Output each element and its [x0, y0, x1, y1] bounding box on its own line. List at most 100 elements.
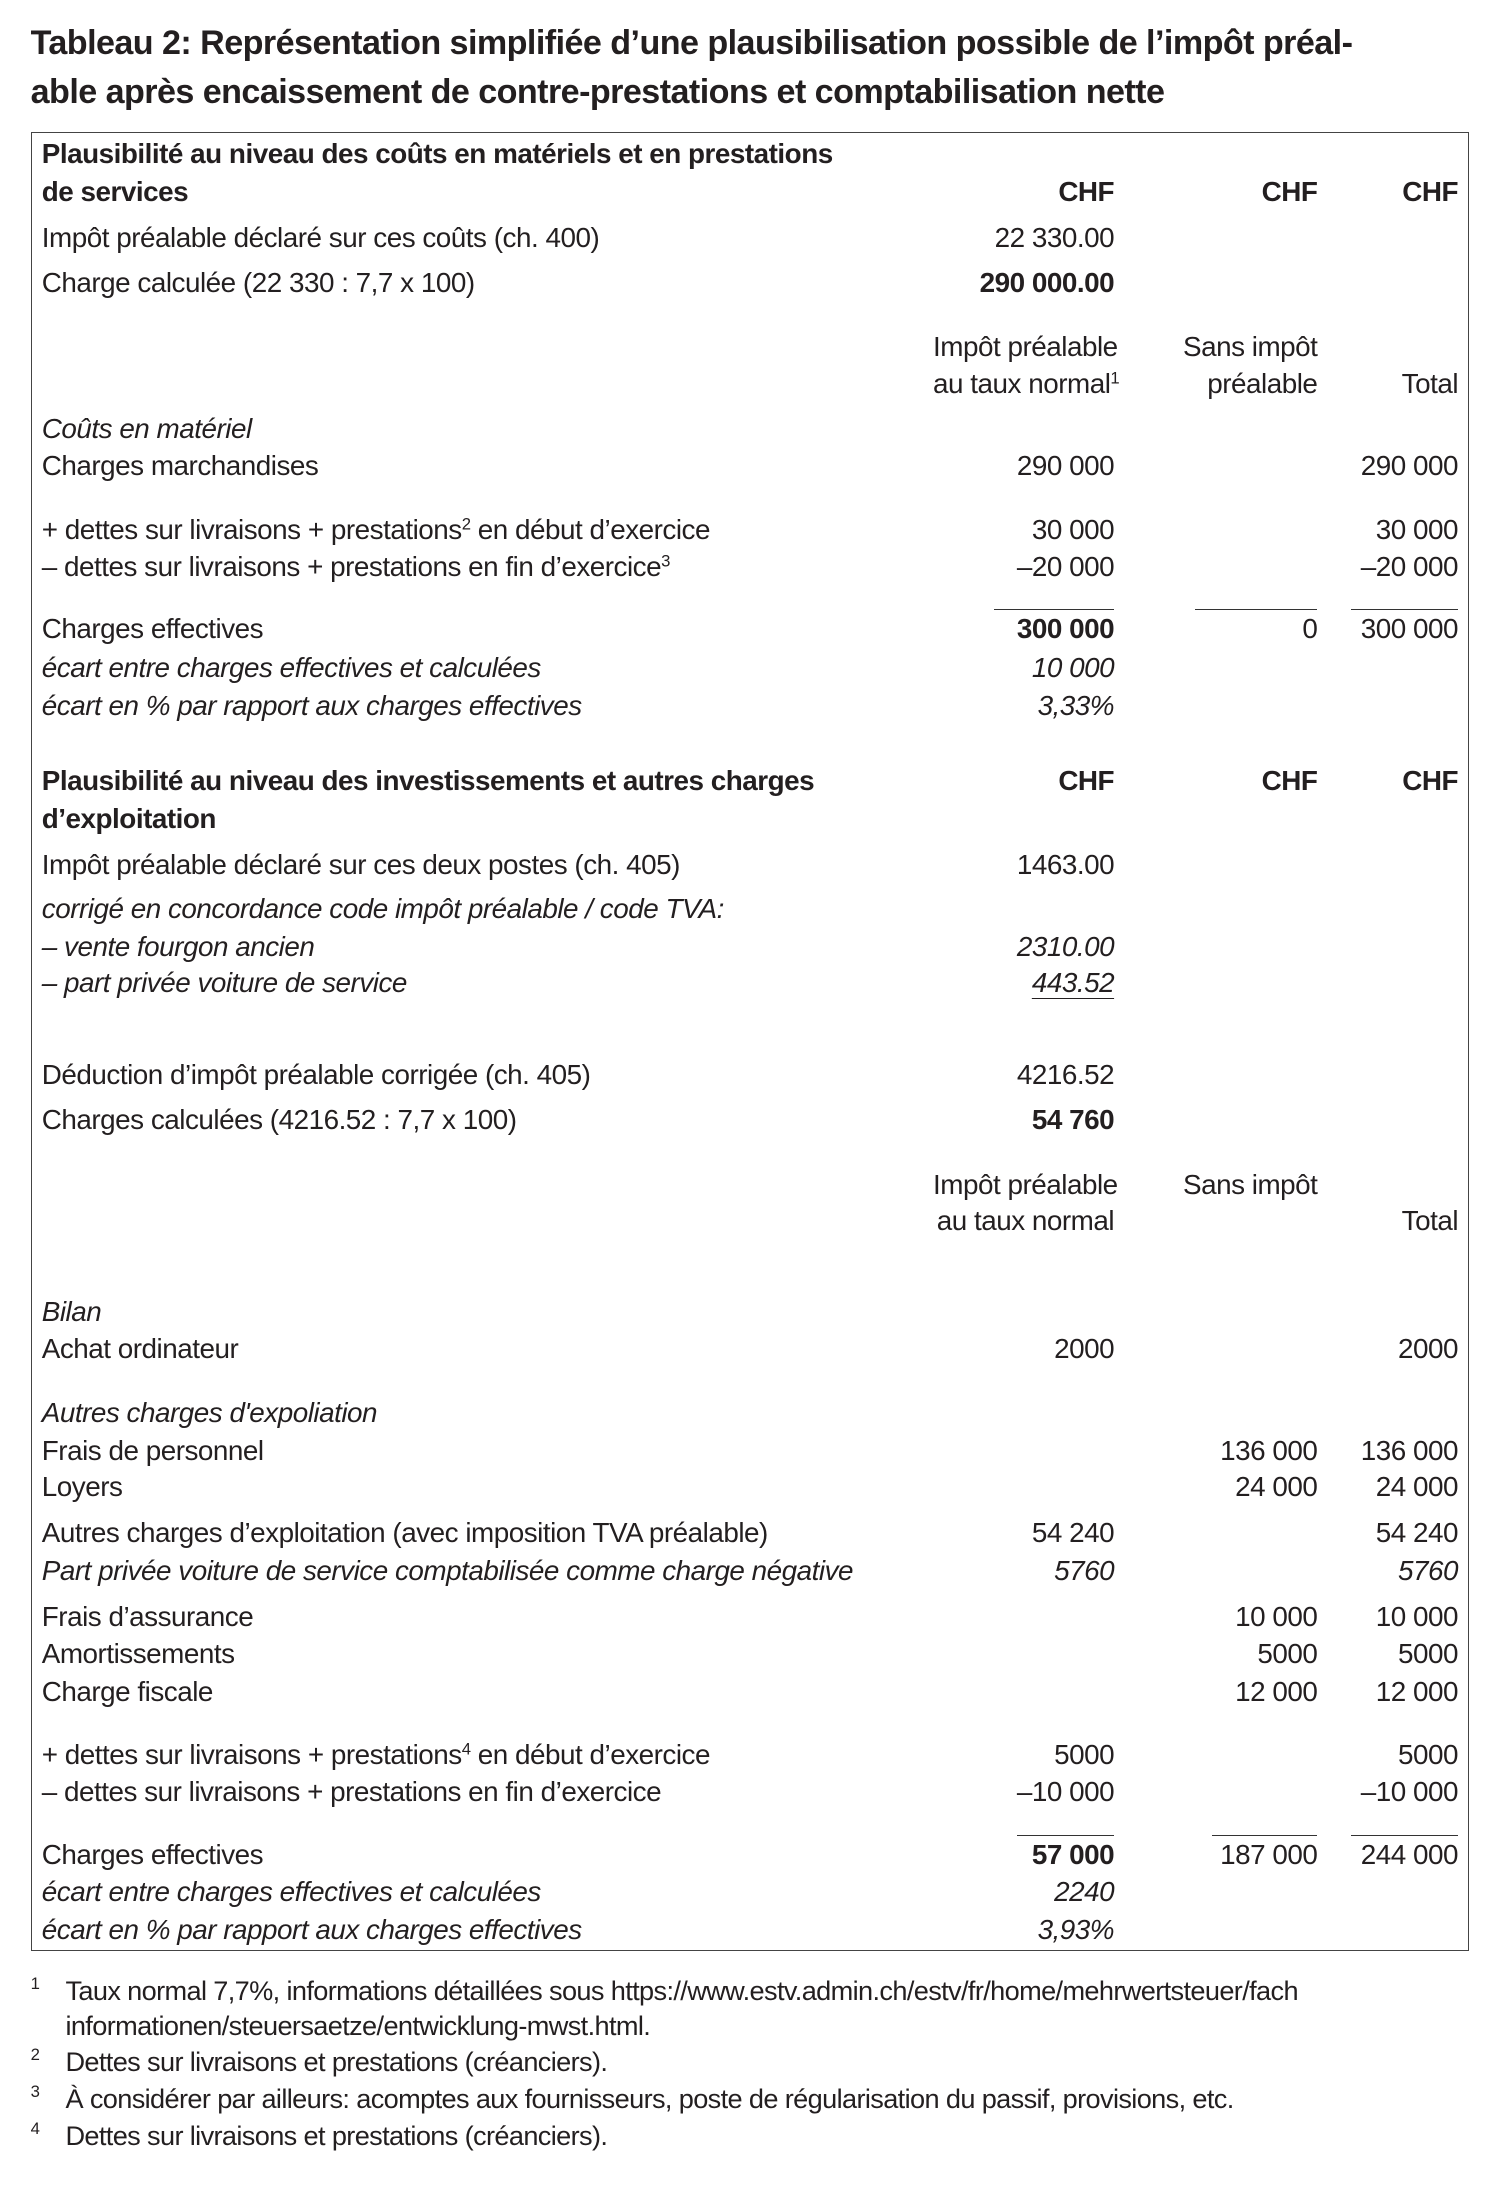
row-label: Impôt préalable déclaré sur ces deux pos… [42, 847, 681, 883]
row-label-text: Frais d’assurance [41, 1600, 254, 1632]
row-label-text: corrigé en concordance code impôt préala… [41, 893, 725, 925]
table-row: d’exploitation [0, 801, 1504, 837]
row-label-text: Charge calculée (22 330 : 7,7 x 100) [41, 266, 475, 298]
row-label: + dettes sur livraisons + prestations4 e… [42, 1737, 711, 1773]
cell-value: 290 000 [1016, 450, 1115, 482]
table-title: Tableau 2: Représentation simplifiée d’u… [31, 19, 1353, 116]
cell-value: 12 000 [1235, 1675, 1318, 1707]
row-label: écart entre charges effectives et calcul… [42, 650, 542, 686]
cell-col-3: CHF [1333, 174, 1458, 210]
cell-value: 4216.52 [1016, 1058, 1115, 1090]
cell-value: 5000 [1398, 1738, 1459, 1770]
cell-col-3: –10 000 [1333, 1774, 1459, 1810]
cell-col-3: 244 000 [1333, 1837, 1459, 1873]
row-label-text: Autres charges d’exploitation (avec impo… [41, 1517, 769, 1549]
cell-col-1: CHF [933, 174, 1114, 210]
table-row: Charges calculées (4216.52 : 7,7 x 100) 5… [0, 1102, 1504, 1138]
cell-col-2: CHF [1178, 174, 1318, 210]
cell-col-1: 3,33% [933, 688, 1115, 724]
row-label: d’exploitation [41, 801, 217, 837]
row-label: Autres charges d’exploitation (avec impo… [41, 1515, 769, 1551]
cell-col-1: 5000 [933, 1737, 1114, 1773]
footnote-text: À considérer par ailleurs: acomptes aux … [65, 2082, 1234, 2114]
table-row: Déduction d’impôt préalable corrigée (ch… [0, 1057, 1504, 1093]
table-row: Impôt préalable Sans impôt [0, 1167, 1504, 1203]
table-row: écart en % par rapport aux charges effec… [0, 688, 1504, 724]
cell-value: 3,33% [1037, 689, 1115, 721]
row-label: Loyers [42, 1469, 123, 1505]
row-label-text: Déduction d’impôt préalable corrigée (ch… [41, 1058, 591, 1090]
cell-col-1: 22 330.00 [933, 220, 1115, 256]
cell-value: 54 240 [1031, 1517, 1115, 1549]
cell-value: –20 000 [1360, 550, 1459, 582]
cell-col-3: 5000 [1333, 1737, 1458, 1773]
cell-value: 290 000.00 [979, 266, 1115, 298]
cell-col-3: 5000 [1333, 1636, 1458, 1672]
row-label-text: – vente fourgon ancien [41, 930, 315, 962]
cell-value: 54 760 [1031, 1103, 1115, 1135]
cell-col-1: 54 760 [933, 1102, 1115, 1138]
row-label: Achat ordinateur [42, 1331, 239, 1367]
cell-value: 2000 [1398, 1333, 1459, 1365]
row-label-text: Achat ordinateur [41, 1333, 239, 1365]
row-label: Charges marchandises [42, 448, 319, 484]
cell-value: 187 000 [1220, 1838, 1318, 1870]
cell-col-2: 10 000 [1178, 1599, 1318, 1635]
row-label: écart en % par rapport aux charges effec… [42, 1912, 582, 1948]
cell-value: Impôt préalable [933, 330, 1118, 362]
table-row: Plausibilité au niveau des investissemen… [0, 763, 1504, 799]
table-row: Loyers 24 000 24 000 [0, 1469, 1504, 1505]
total-rule [1211, 1835, 1318, 1837]
table-row: Charges marchandises 290 000 290 000 [0, 448, 1504, 484]
footnote-ref: 4 [461, 1738, 471, 1758]
cell-col-1: 1463.00 [933, 847, 1115, 883]
row-label: Charge calculée (22 330 : 7,7 x 100) [42, 265, 475, 301]
cell-col-1: au taux normal1 [933, 366, 1120, 402]
cell-value: 54 240 [1375, 1517, 1459, 1549]
cell-value: 2310.00 [1016, 930, 1115, 962]
row-label-text: d’exploitation [41, 802, 217, 834]
table-row: – vente fourgon ancien 2310.00 [0, 929, 1504, 965]
row-label-text: Charges calculées (4216.52 : 7,7 x 100) [41, 1103, 517, 1135]
table-row: Autres charges d'expoliation [0, 1395, 1504, 1431]
cell-value: CHF [1261, 176, 1318, 208]
row-label-text: Impôt préalable déclaré sur ces coûts (c… [41, 222, 600, 254]
footnote-ref: 2 [461, 514, 471, 534]
footnote-number: 4 [30, 2119, 40, 2139]
cell-col-2: préalable [1178, 366, 1318, 402]
row-label-text: – part privée voiture de service [41, 967, 408, 999]
cell-value: Total [1401, 1205, 1459, 1237]
cell-col-1: 4216.52 [933, 1057, 1115, 1093]
row-label: Charges calculées (4216.52 : 7,7 x 100) [42, 1102, 517, 1138]
cell-value: 10 000 [1031, 652, 1115, 684]
row-label-text: écart en % par rapport aux charges effec… [41, 1914, 582, 1946]
row-label-text: Loyers [41, 1471, 123, 1503]
total-rule [1350, 1835, 1459, 1837]
row-label-text: écart en % par rapport aux charges effec… [41, 689, 582, 721]
row-label: Plausibilité au niveau des coûts en maté… [42, 136, 833, 172]
cell-value: 136 000 [1220, 1434, 1318, 1466]
cell-col-2: 12 000 [1178, 1674, 1318, 1710]
cell-value: CHF [1058, 176, 1115, 208]
cell-col-3: 12 000 [1333, 1674, 1459, 1710]
cell-col-3: Total [1333, 366, 1459, 402]
cell-value: 300 000 [1360, 613, 1459, 645]
row-label-text: Amortissements [41, 1638, 235, 1670]
cell-value: 5000 [1257, 1638, 1318, 1670]
cell-col-1: 30 000 [933, 512, 1115, 548]
row-label-text: Charges marchandises [41, 450, 319, 482]
table-row: – dettes sur livraisons + prestations en… [0, 549, 1504, 585]
footnote-number: 3 [30, 2081, 40, 2101]
row-label-rest: en début d’exercice [470, 514, 711, 546]
cell-col-1: 3,93% [933, 1912, 1115, 1948]
cell-value: 1463.00 [1016, 848, 1115, 880]
table-row: Impôt préalable déclaré sur ces coûts (c… [0, 220, 1504, 256]
cell-value: 300 000 [1016, 613, 1115, 645]
cell-col-1: Impôt préalable [933, 1167, 1118, 1203]
table-row: Plausibilité au niveau des coûts en maté… [0, 136, 1504, 172]
row-label-text: + dettes sur livraisons + prestations [41, 514, 462, 546]
row-label: Bilan [42, 1294, 102, 1330]
total-rule [994, 608, 1115, 610]
table-row: Charge fiscale 12 000 12 000 [0, 1674, 1504, 1710]
cell-value: 24 000 [1235, 1471, 1318, 1503]
